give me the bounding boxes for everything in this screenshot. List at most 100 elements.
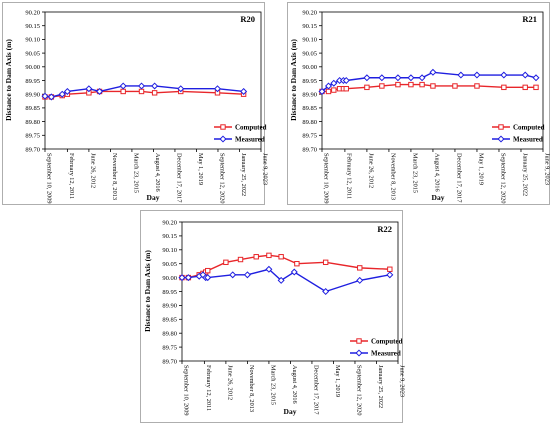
- y-axis-label: Distance to Dam Axis (m): [289, 39, 298, 121]
- data-point: [363, 74, 371, 82]
- data-point: [151, 90, 158, 96]
- data-point: [240, 87, 248, 95]
- y-tick-label: 89.70: [302, 146, 317, 153]
- x-tick-label: June 9, 2023: [544, 153, 550, 185]
- data-point: [205, 267, 211, 274]
- x-tick-label: March 23, 2015: [411, 153, 418, 193]
- y-tick-label: 90.00: [162, 275, 177, 282]
- data-point: [501, 84, 507, 91]
- data-point: [277, 276, 285, 284]
- data-point: [457, 71, 465, 79]
- y-tick-label: 90.05: [302, 50, 317, 57]
- data-point: [119, 82, 127, 90]
- data-point: [325, 88, 332, 95]
- y-tick-label: 89.95: [302, 78, 317, 85]
- legend-swatch-marker: [219, 135, 227, 143]
- legend-label: Computed: [513, 124, 545, 132]
- legend-label: Computed: [371, 338, 403, 346]
- legend-item-measured: Measured: [214, 135, 265, 144]
- data-point: [395, 81, 401, 88]
- data-point: [378, 74, 386, 82]
- x-tick-label: September 10, 2009: [46, 153, 53, 204]
- data-point: [41, 92, 49, 100]
- x-tick-label: June 9, 2023: [399, 365, 406, 397]
- x-tick-label: August 4, 2016: [291, 365, 298, 404]
- data-point: [229, 271, 237, 279]
- chart-r22: 89.70 89.75 89.80 89.85 89.90 89.95 90.00 90.05…: [140, 210, 406, 423]
- legend-swatch-marker: [497, 135, 505, 143]
- x-tick-label: November 8, 2013: [389, 153, 396, 200]
- data-point: [342, 76, 350, 85]
- data-point: [330, 79, 338, 87]
- x-tick-label: June 26, 2012: [367, 153, 374, 188]
- data-point: [473, 71, 481, 79]
- data-point: [343, 86, 349, 92]
- legend-item-computed: Computed: [350, 338, 403, 346]
- data-point: [521, 71, 529, 79]
- legend: Computed Measured: [350, 338, 403, 358]
- data-point: [452, 83, 458, 89]
- y-tick-label: 90.20: [302, 9, 317, 16]
- x-tick-label: February 12, 2011: [345, 153, 352, 199]
- data-point: [429, 68, 437, 76]
- data-point: [47, 93, 55, 101]
- chart-r21: 89.70 89.75 89.80 89.85 89.90 89.95 90.00 90.05…: [287, 2, 550, 205]
- data-point: [408, 81, 414, 88]
- y-tick-label: 89.90: [162, 303, 177, 310]
- data-point: [138, 82, 146, 90]
- x-tick-label: January 25, 2022: [521, 153, 528, 196]
- data-point: [500, 71, 508, 79]
- y-tick-label: 90.05: [25, 50, 40, 57]
- data-point: [223, 259, 229, 266]
- x-tick-label: September 12, 2020: [499, 153, 506, 204]
- y-tick-label: 90.00: [302, 64, 317, 71]
- data-point: [418, 74, 426, 82]
- y-tick-label: 89.85: [162, 317, 177, 324]
- legend-label: Computed: [235, 124, 267, 132]
- chart-frame: [2, 2, 265, 205]
- data-point: [290, 268, 298, 276]
- data-point: [474, 83, 480, 89]
- series-measured: [318, 68, 540, 95]
- legend-item-computed: Computed: [492, 124, 545, 132]
- y-tick-label: 89.70: [25, 146, 40, 153]
- data-point: [266, 252, 272, 259]
- y-tick-label: 90.05: [162, 261, 177, 268]
- x-tick-label: December 17, 2017: [455, 153, 462, 202]
- y-tick-label: 89.90: [302, 92, 317, 99]
- legend-swatch-marker: [220, 124, 226, 130]
- y-tick-label: 89.95: [162, 289, 177, 296]
- x-tick-label: September 10, 2009: [183, 365, 190, 416]
- x-tick-label: February 12, 2011: [205, 365, 212, 411]
- x-tick-label: November 8, 2013: [248, 365, 255, 412]
- x-tick-label: June 26, 2012: [226, 365, 233, 400]
- data-point: [96, 87, 104, 95]
- y-tick-label: 89.80: [302, 119, 317, 126]
- y-axis-label: Distance to Dam Axis (m): [4, 39, 13, 121]
- x-tick-label: September 12, 2020: [218, 153, 225, 204]
- x-tick-label: March 23, 2015: [132, 153, 139, 193]
- data-point: [356, 276, 364, 284]
- data-point: [331, 87, 337, 93]
- y-tick-label: 89.80: [162, 331, 177, 338]
- chart-frame: [140, 210, 403, 423]
- y-tick-label: 90.15: [162, 233, 177, 240]
- x-tick-label: September 12, 2020: [355, 365, 362, 416]
- data-point: [419, 81, 425, 88]
- legend: Computed Measured: [214, 124, 267, 144]
- data-point: [322, 287, 330, 296]
- data-point: [294, 261, 300, 267]
- x-tick-label: May 1, 2019: [334, 365, 341, 397]
- x-axis-label: Day: [284, 407, 297, 416]
- data-point: [278, 254, 284, 260]
- data-point: [522, 84, 528, 91]
- legend-item-measured: Measured: [492, 135, 543, 144]
- y-tick-label: 90.10: [162, 247, 177, 254]
- data-point: [407, 74, 415, 82]
- data-point: [394, 74, 402, 82]
- y-tick-label: 90.00: [25, 64, 40, 71]
- x-tick-label: September 10, 2009: [323, 153, 330, 204]
- series-measured: [41, 82, 248, 101]
- y-tick-label: 89.90: [25, 92, 40, 99]
